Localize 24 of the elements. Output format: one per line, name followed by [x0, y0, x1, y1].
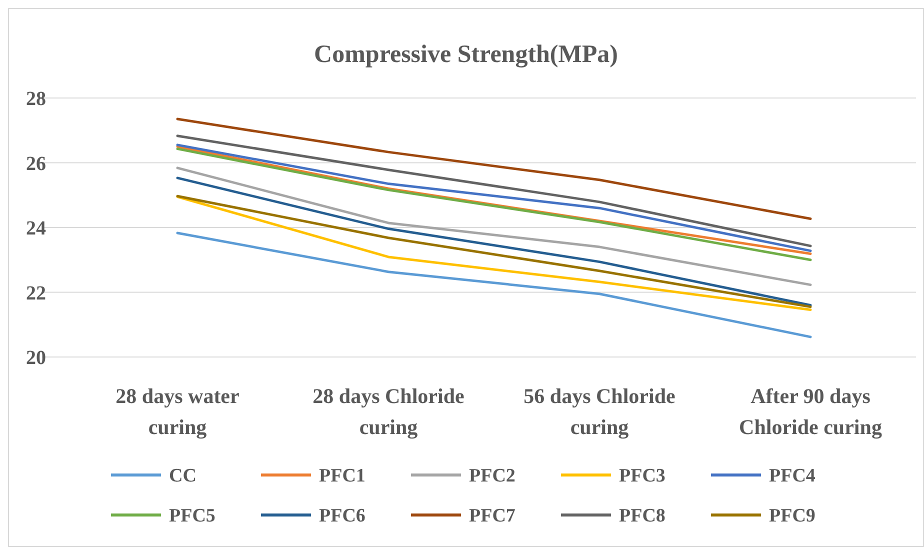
legend-label: PFC4: [769, 466, 816, 487]
y-tick-label: 28: [26, 88, 46, 110]
legend-label: PFC1: [319, 466, 366, 487]
x-tick-label: After 90 days Chloride curing: [739, 384, 882, 439]
line-series: [176, 232, 812, 338]
line-series: [176, 118, 812, 220]
legend-label: PFC8: [619, 506, 666, 527]
chart-title: Compressive Strength(MPa): [314, 41, 618, 68]
x-tick-label: 28 days Chloride curing: [312, 384, 464, 439]
legend-label: PFC6: [319, 506, 366, 527]
legend-label: PFC9: [769, 506, 816, 527]
y-tick-label: 20: [26, 347, 46, 369]
y-tick-label: 22: [26, 282, 46, 304]
legend-label: CC: [169, 466, 196, 487]
line-series: [176, 166, 812, 286]
legend-label: PFC7: [469, 506, 516, 527]
y-tick-label: 26: [26, 152, 46, 175]
legend-label: PFC2: [469, 466, 516, 487]
line-series: [176, 176, 812, 306]
x-tick-label: 28 days water curing: [116, 384, 240, 439]
x-tick-label: 56 days Chloride curing: [524, 384, 676, 439]
legend-label: PFC3: [619, 466, 666, 487]
legend-label: PFC5: [169, 506, 216, 527]
y-tick-label: 24: [26, 218, 46, 240]
